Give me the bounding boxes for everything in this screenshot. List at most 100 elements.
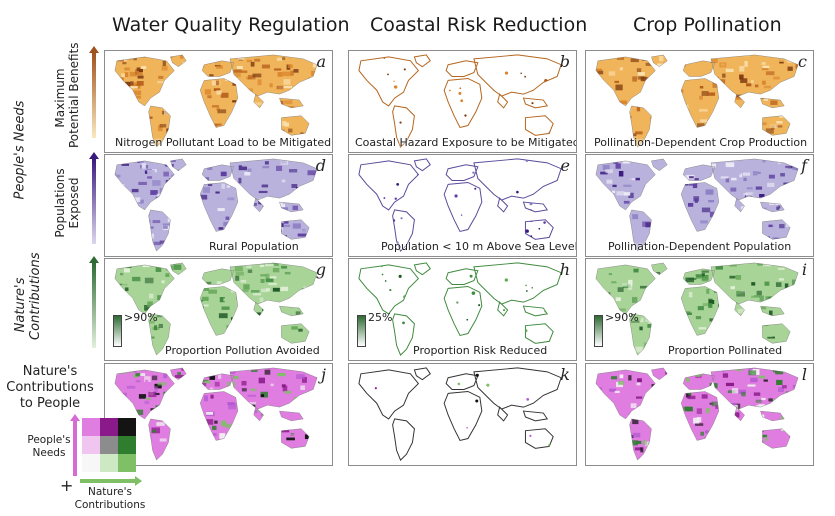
coastline	[629, 313, 652, 356]
coastline	[199, 391, 239, 441]
coastline	[170, 158, 187, 171]
row2-arrow-head	[89, 152, 99, 159]
continent-fill	[762, 323, 791, 344]
row-label-max-benefits-line2: Potential Benefits	[67, 42, 81, 148]
coastline	[760, 410, 785, 422]
coastal-hotspot	[403, 68, 406, 71]
coastline	[629, 209, 652, 252]
coastline	[279, 97, 304, 109]
coastal-hotspot	[368, 115, 371, 118]
panel-caption-d: Rural Population	[209, 240, 299, 253]
row1-arrow-head	[89, 46, 99, 53]
continent-fill	[683, 60, 715, 77]
row2-gradient-stem	[92, 158, 96, 244]
coastal-hotspot	[529, 434, 532, 437]
coastline	[148, 313, 171, 356]
coastal-hotspot	[453, 162, 455, 165]
world-map-j	[114, 367, 318, 461]
coastline	[629, 418, 652, 461]
coastal-hotspot	[543, 221, 546, 224]
coastal-hotspot	[538, 54, 543, 57]
coastline	[497, 93, 509, 109]
bivariate-cell-1-0	[82, 436, 100, 454]
coastal-hotspot	[540, 158, 543, 161]
coastline	[522, 97, 549, 109]
coastal-hotspot	[525, 229, 529, 233]
coastal-hotspot	[419, 179, 422, 182]
coastal-hotspot	[492, 150, 494, 152]
coastal-hotspot	[383, 197, 386, 200]
coastline	[680, 286, 720, 336]
continent-fill	[681, 286, 719, 336]
row3-gradient-stem	[92, 262, 96, 348]
coastline	[710, 158, 799, 201]
coastal-hotspot	[571, 331, 574, 334]
map-panel-k: k	[348, 363, 577, 466]
coastal-hotspot	[400, 100, 403, 103]
coastline	[229, 158, 318, 201]
world-map-l	[595, 367, 799, 461]
coastal-hotspot	[573, 105, 575, 107]
panel-caption-b: Coastal Hazard Exposure to be Mitigated	[355, 136, 577, 149]
coastal-hotspot	[351, 411, 352, 412]
coastline	[413, 158, 431, 172]
coastal-hotspot	[503, 309, 506, 312]
coastline	[199, 286, 239, 336]
coastline	[497, 406, 509, 422]
bivariate-cell-2-2	[118, 454, 136, 472]
coastal-hotspot	[399, 121, 402, 124]
coastal-hotspot	[492, 424, 496, 428]
world-map-e	[356, 158, 570, 252]
coastline	[253, 301, 264, 317]
coastline	[170, 367, 187, 380]
world-map-a	[114, 54, 318, 148]
coastal-hotspot	[424, 87, 426, 90]
panel-caption-f: Pollination-Dependent Population	[608, 240, 792, 253]
coastal-hotspot	[356, 204, 358, 206]
bivariate-color-grid	[82, 418, 136, 472]
coastal-hotspot	[487, 96, 491, 100]
bivariate-cell-0-0	[82, 418, 100, 436]
coastline	[497, 301, 509, 317]
coastal-hotspot	[416, 392, 419, 396]
continent-fill	[683, 373, 715, 390]
coastal-hotspot	[486, 383, 490, 387]
continent-fill	[629, 418, 652, 461]
coastal-hotspot	[516, 190, 519, 194]
row-group-peoples-needs: People's Needs	[12, 100, 28, 200]
coastal-hotspot	[373, 406, 377, 409]
coastline	[473, 54, 562, 97]
coastal-hotspot	[374, 349, 379, 353]
panel-caption-c: Pollination-Dependent Crop Production	[594, 136, 808, 149]
coastline	[445, 60, 479, 77]
coastline	[595, 160, 656, 211]
coastline	[201, 373, 235, 390]
coastline	[201, 164, 235, 181]
coastal-hotspot	[432, 272, 437, 277]
world-map-h	[358, 262, 574, 356]
continent-fill	[629, 105, 652, 148]
coastal-hotspot	[387, 73, 389, 76]
coastal-hotspot	[546, 426, 549, 429]
coastal-hotspot	[464, 233, 467, 236]
coastline	[522, 410, 549, 422]
coastline	[413, 54, 431, 68]
coastal-hotspot	[568, 231, 570, 233]
world-map-d	[114, 158, 318, 252]
coastal-hotspot	[389, 289, 392, 292]
continent-fill	[229, 54, 318, 97]
coastal-hotspot	[467, 366, 468, 367]
coastal-hotspot	[562, 83, 564, 85]
panel-letter-j: j	[321, 365, 326, 384]
coastal-hotspot	[438, 412, 443, 416]
panel-caption-e: Population < 10 m Above Sea Level	[381, 240, 577, 253]
coastline	[199, 78, 239, 128]
coastal-hotspot	[454, 194, 458, 198]
coastline	[279, 201, 304, 213]
coastal-hotspot	[504, 71, 509, 75]
coastline	[651, 158, 668, 171]
coastline	[443, 181, 483, 233]
continent-fill	[629, 209, 652, 252]
coastline	[524, 219, 554, 240]
coastal-hotspot	[441, 396, 444, 399]
